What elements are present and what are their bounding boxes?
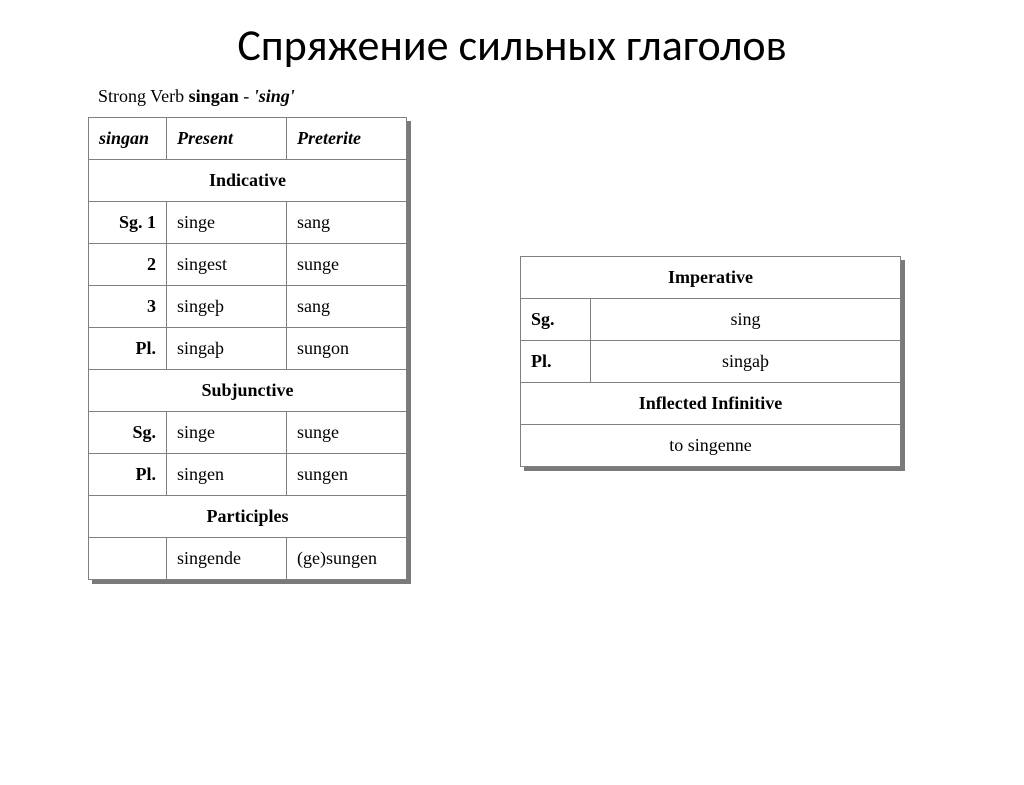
table-row: Sg. sing — [521, 299, 901, 341]
cell-value: sunge — [287, 412, 407, 454]
cell-value: singe — [167, 412, 287, 454]
head-verb: singan — [89, 118, 167, 160]
cell-value: sang — [287, 286, 407, 328]
table-row: 2 singest sunge — [89, 244, 407, 286]
row-label: Pl. — [89, 454, 167, 496]
caption-sep: - — [239, 86, 254, 106]
caption-prefix: Strong Verb — [98, 86, 189, 106]
cell-value: singaþ — [167, 328, 287, 370]
caption-verb: singan — [189, 86, 239, 106]
cell-value: sang — [287, 202, 407, 244]
conjugation-table-side: Imperative Sg. sing Pl. singaþ Inflected… — [520, 256, 901, 467]
table-caption: Strong Verb singan - 'sing' — [98, 86, 407, 107]
cell-value: (ge)sungen — [287, 538, 407, 580]
cell-value: singe — [167, 202, 287, 244]
section-indicative: Indicative — [89, 160, 407, 202]
head-preterite: Preterite — [287, 118, 407, 160]
row-label: Sg. — [521, 299, 591, 341]
table-row: singende (ge)sungen — [89, 538, 407, 580]
section-imperative: Imperative — [521, 257, 901, 299]
table-row: to singenne — [521, 425, 901, 467]
head-present: Present — [167, 118, 287, 160]
cell-value: sing — [591, 299, 901, 341]
row-label: Sg. — [89, 412, 167, 454]
cell-value: singaþ — [591, 341, 901, 383]
table-row: Sg. singe sunge — [89, 412, 407, 454]
table-row: Participles — [89, 496, 407, 538]
table-row: Imperative — [521, 257, 901, 299]
cell-value: singest — [167, 244, 287, 286]
row-label: Pl. — [89, 328, 167, 370]
cell-value: to singenne — [521, 425, 901, 467]
cell-value: sungon — [287, 328, 407, 370]
table-row: 3 singeþ sang — [89, 286, 407, 328]
page-title: Спряжение сильных глаголов — [0, 18, 1024, 72]
row-label: Pl. — [521, 341, 591, 383]
table-row: Pl. singaþ — [521, 341, 901, 383]
table-row: singan Present Preterite — [89, 118, 407, 160]
table-row: Pl. singen sungen — [89, 454, 407, 496]
cell-value: sungen — [287, 454, 407, 496]
section-infinitive: Inflected Infinitive — [521, 383, 901, 425]
section-subjunctive: Subjunctive — [89, 370, 407, 412]
row-label: 3 — [89, 286, 167, 328]
row-label: 2 — [89, 244, 167, 286]
section-participles: Participles — [89, 496, 407, 538]
cell-value: singen — [167, 454, 287, 496]
table-row: Subjunctive — [89, 370, 407, 412]
left-block: Strong Verb singan - 'sing' singan Prese… — [88, 86, 407, 580]
table-row: Inflected Infinitive — [521, 383, 901, 425]
caption-gloss: 'sing' — [254, 86, 295, 106]
cell-value: singende — [167, 538, 287, 580]
cell-value: singeþ — [167, 286, 287, 328]
cell-value: sunge — [287, 244, 407, 286]
row-label — [89, 538, 167, 580]
table-row: Indicative — [89, 160, 407, 202]
row-label: Sg. 1 — [89, 202, 167, 244]
right-block: Imperative Sg. sing Pl. singaþ Inflected… — [520, 256, 901, 467]
conjugation-table-main: singan Present Preterite Indicative Sg. … — [88, 117, 407, 580]
table-row: Pl. singaþ sungon — [89, 328, 407, 370]
table-row: Sg. 1 singe sang — [89, 202, 407, 244]
